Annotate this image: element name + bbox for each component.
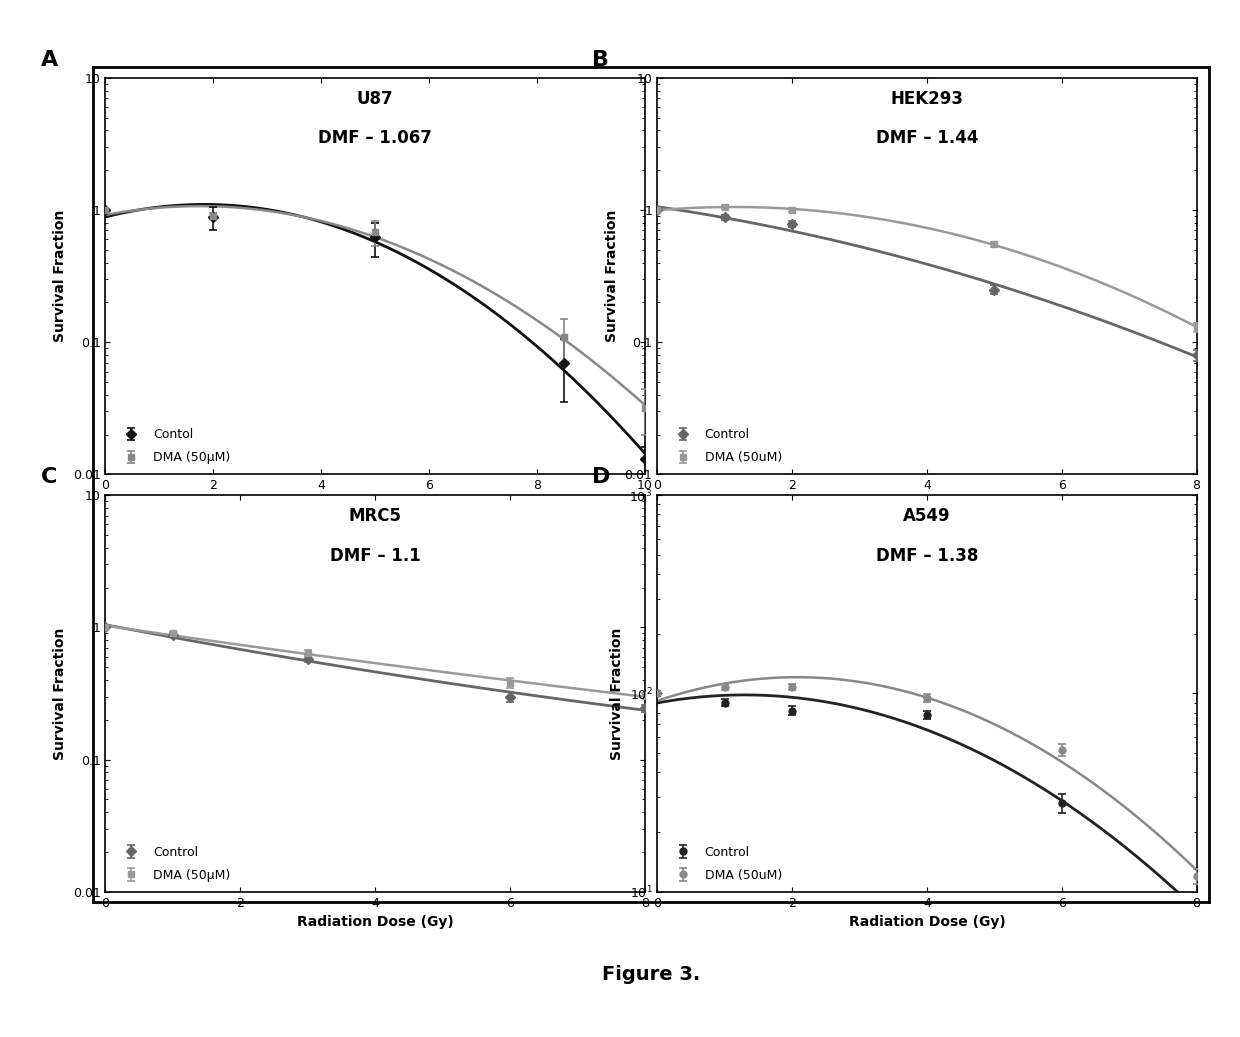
Text: B: B [593,50,610,69]
Y-axis label: Survival Fraction: Survival Fraction [53,627,67,760]
Text: U87: U87 [357,89,393,108]
Text: MRC5: MRC5 [348,507,402,525]
Text: A549: A549 [903,507,951,525]
Y-axis label: Survival Fraction: Survival Fraction [610,627,624,760]
Text: HEK293: HEK293 [890,89,963,108]
X-axis label: Radiation Dose (Gy): Radiation Dose (Gy) [848,498,1006,512]
Text: D: D [593,468,611,487]
Legend: Control, DMA (50uM): Control, DMA (50uM) [663,842,786,886]
Y-axis label: Survival Fraction: Survival Fraction [53,209,67,342]
Y-axis label: Survival Fraction: Survival Fraction [605,209,619,342]
Text: DMF – 1.067: DMF – 1.067 [319,130,432,147]
X-axis label: Radiation Dose: Radiation Dose [316,498,434,512]
Legend: Control, DMA (50uM): Control, DMA (50uM) [663,425,786,468]
Legend: Control, DMA (50μM): Control, DMA (50μM) [112,842,234,886]
Text: DMF – 1.1: DMF – 1.1 [330,546,420,565]
Text: A: A [41,50,58,69]
Text: C: C [41,468,57,487]
X-axis label: Radiation Dose (Gy): Radiation Dose (Gy) [848,916,1006,929]
Text: DMF – 1.44: DMF – 1.44 [875,130,978,147]
X-axis label: Radiation Dose (Gy): Radiation Dose (Gy) [296,916,454,929]
Legend: Contol, DMA (50μM): Contol, DMA (50μM) [112,425,234,468]
Text: DMF – 1.38: DMF – 1.38 [875,546,978,565]
Text: Figure 3.: Figure 3. [601,965,701,984]
